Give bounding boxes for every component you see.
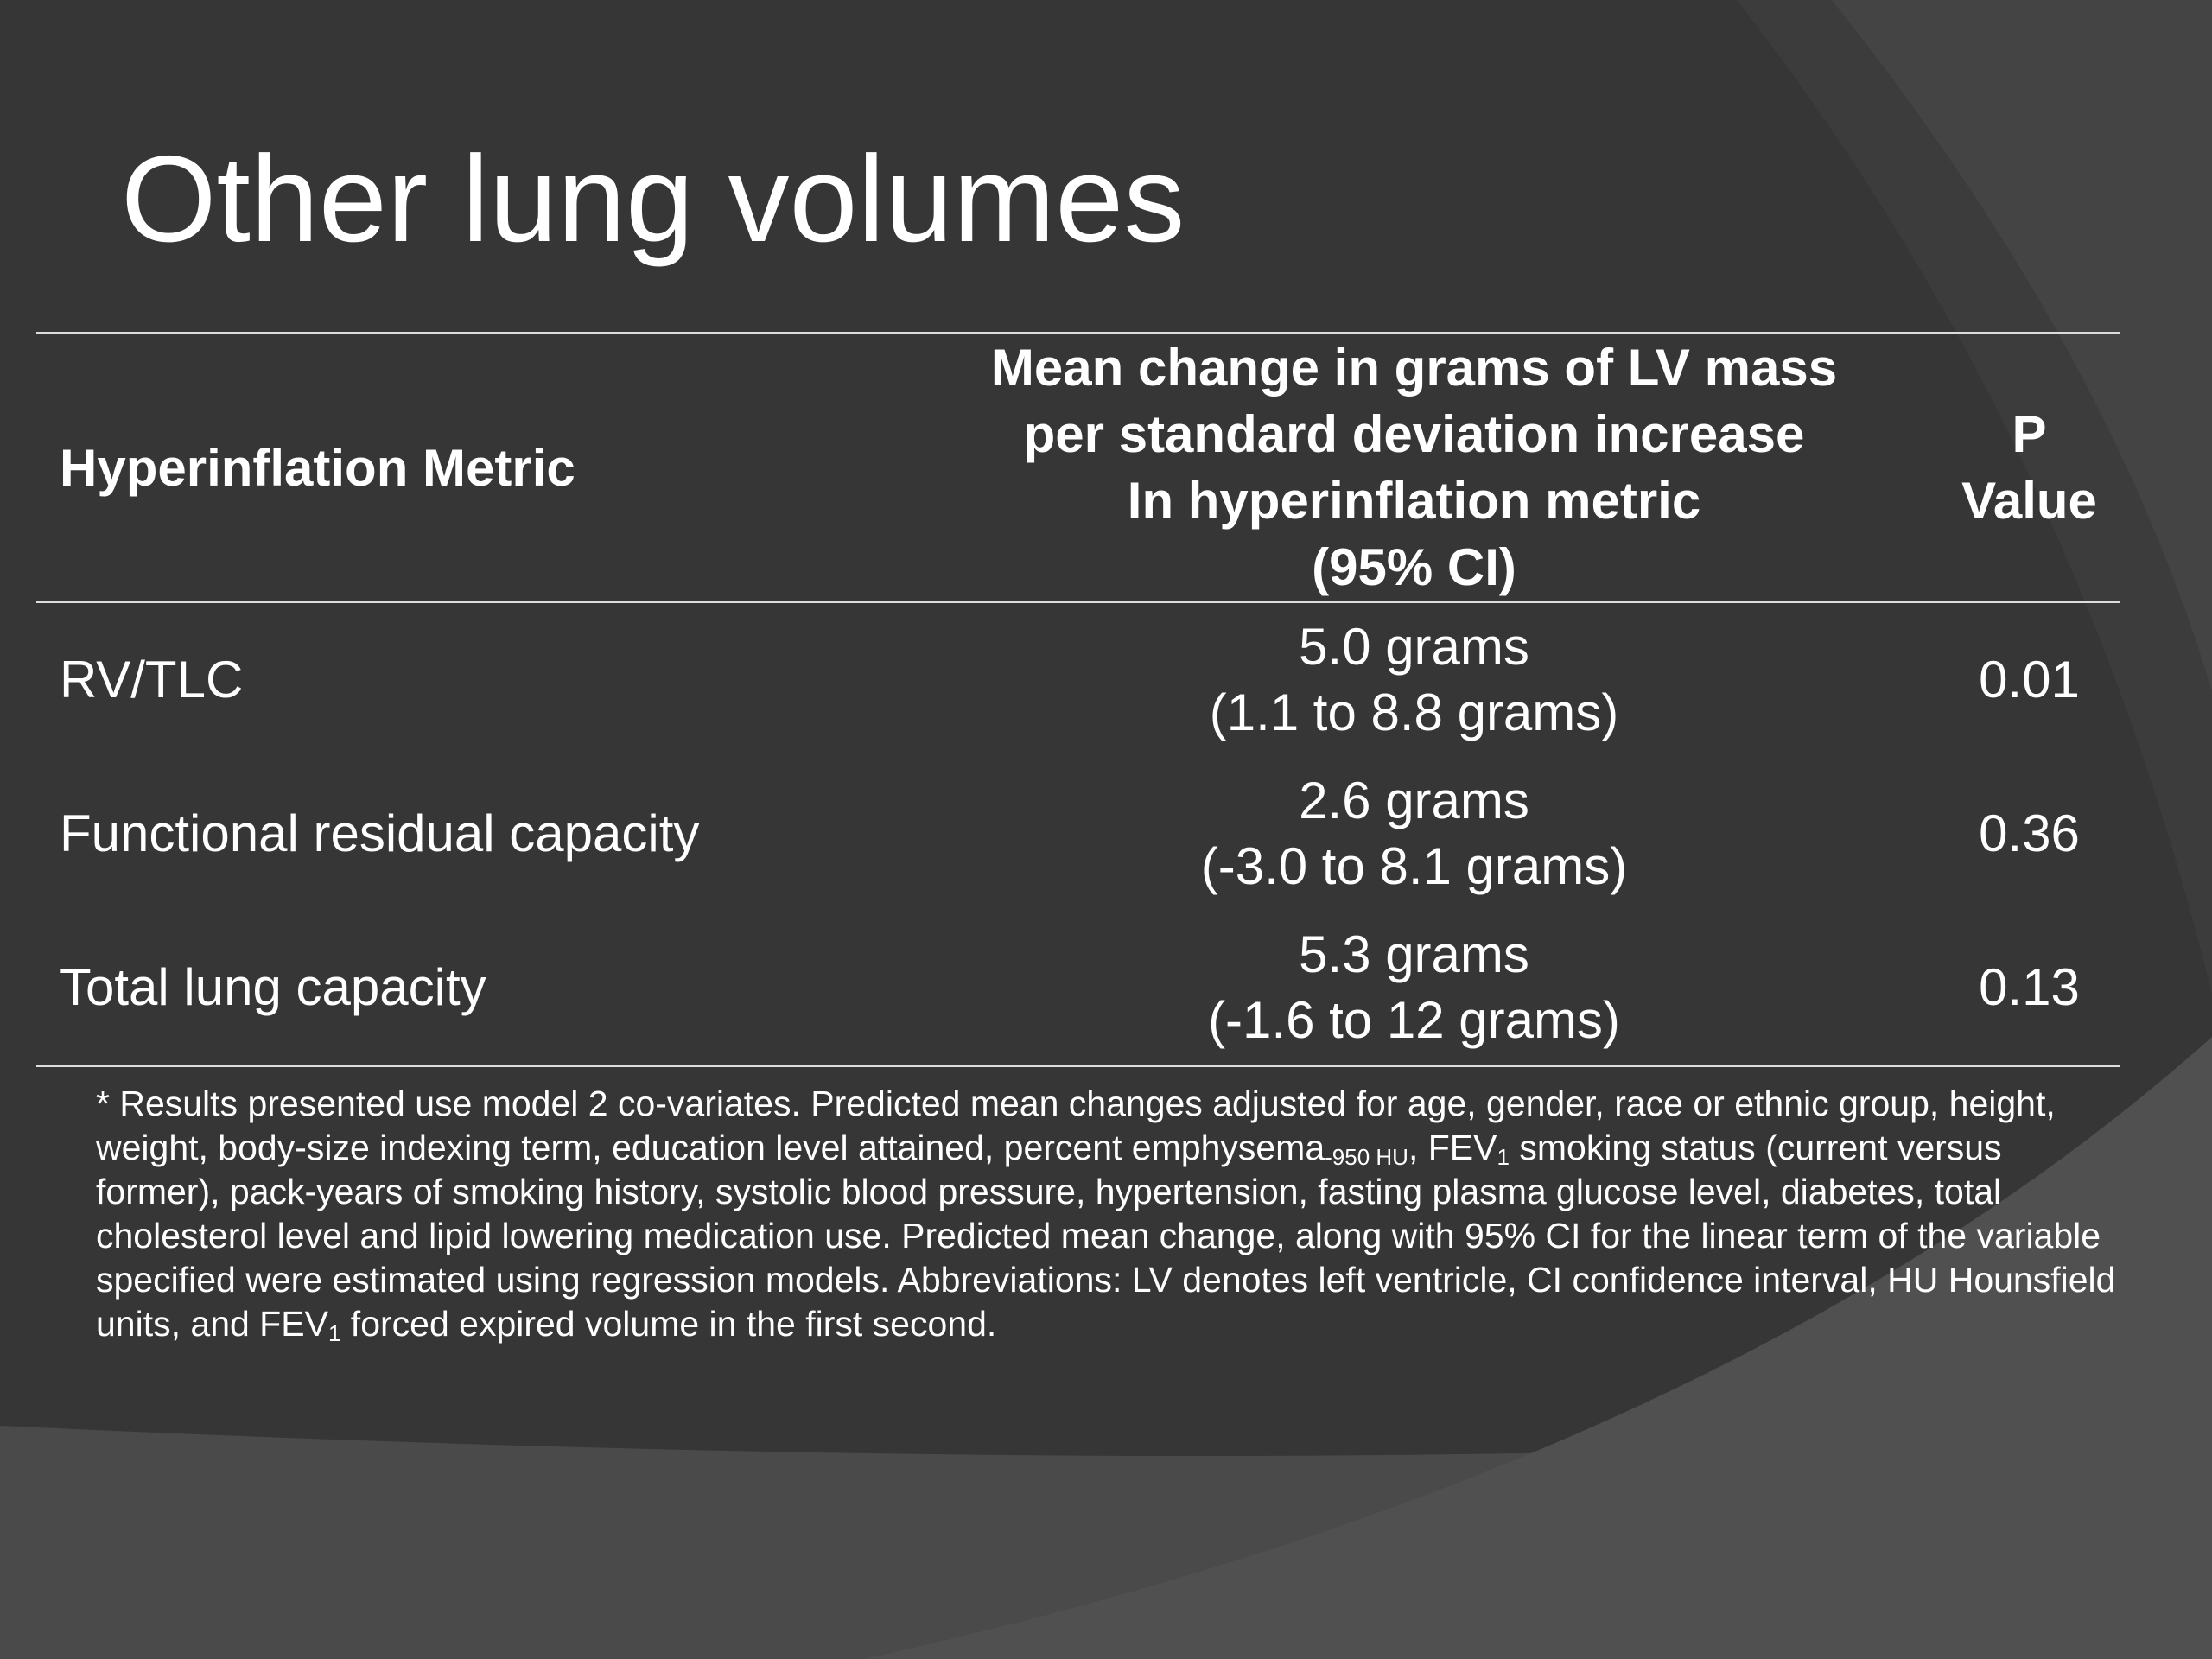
footnote-text: forced expired volume in the first secon… (340, 1304, 997, 1344)
header-cell-line: (95% CI) (1312, 538, 1516, 596)
table-row: Total lung capacity 5.3 grams (-1.6 to 12 … (36, 912, 2120, 1066)
table-cell-line: (-3.0 to 8.1 grams) (1200, 837, 1628, 895)
table-cell: Functional residual capacity (60, 804, 700, 862)
subscript: -950 HU (1325, 1144, 1408, 1170)
table-row: Functional residual capacity 2.6 grams (-3… (36, 757, 2120, 912)
footnote: * Results presented use model 2 co-varia… (96, 1082, 2126, 1346)
table-cell: 2.6 grams (-3.0 to 8.1 grams) (889, 757, 1939, 912)
header-cell: Hyperinflation Metric (60, 438, 575, 497)
table-cell-line: 5.0 grams (1299, 617, 1529, 676)
header-cell-line: per standard deviation increase (1023, 405, 1805, 463)
header-cell-line: Mean change in grams of LV mass (990, 339, 1838, 397)
table-cell: 5.0 grams (1.1 to 8.8 grams) (889, 602, 1939, 757)
subscript: 1 (327, 1320, 341, 1346)
table-cell: 0.01 (1979, 650, 2080, 709)
table-header: Hyperinflation Metric Mean change in gram… (36, 333, 2120, 602)
arc (1832, 0, 2212, 691)
header-row: Hyperinflation Metric Mean change in gram… (36, 333, 2120, 602)
results-table: Hyperinflation Metric Mean change in gram… (36, 332, 2120, 1067)
subscript: 1 (1497, 1144, 1510, 1170)
table-body: RV/TLC 5.0 grams (1.1 to 8.8 grams) 0.01 Fun… (36, 602, 2120, 1066)
footnote-text: , FEV (1408, 1128, 1497, 1167)
header-cell-line: P (2012, 405, 2047, 463)
slide-title: Other lung volumes (121, 130, 1185, 268)
header-cell-line: In hyperinflation metric (1127, 472, 1701, 530)
header-cell: P Value (1939, 334, 2120, 602)
footnote-text: * Results presented use model 2 co-varia… (96, 1084, 2056, 1167)
arc (864, 1037, 2212, 1659)
table-cell-line: 2.6 grams (1299, 772, 1529, 830)
footnote-text: smoking status (current versus former), … (96, 1128, 2116, 1344)
table-cell-line: 5.3 grams (1299, 925, 1529, 984)
table-cell: 0.13 (1979, 958, 2080, 1017)
table-cell: 0.36 (1979, 804, 2080, 862)
table-cell: Total lung capacity (60, 958, 486, 1017)
header-cell: Mean change in grams of LV mass per stand… (889, 334, 1939, 602)
table-cell: 5.3 grams (-1.6 to 12 grams) (889, 912, 1939, 1066)
table-cell-line: (-1.6 to 12 grams) (1208, 991, 1620, 1050)
table-cell-line: (1.1 to 8.8 grams) (1209, 683, 1619, 741)
table-cell: RV/TLC (60, 650, 244, 709)
header-cell-line: Value (1961, 472, 2097, 530)
table-row: RV/TLC 5.0 grams (1.1 to 8.8 grams) 0.01 (36, 602, 2120, 757)
